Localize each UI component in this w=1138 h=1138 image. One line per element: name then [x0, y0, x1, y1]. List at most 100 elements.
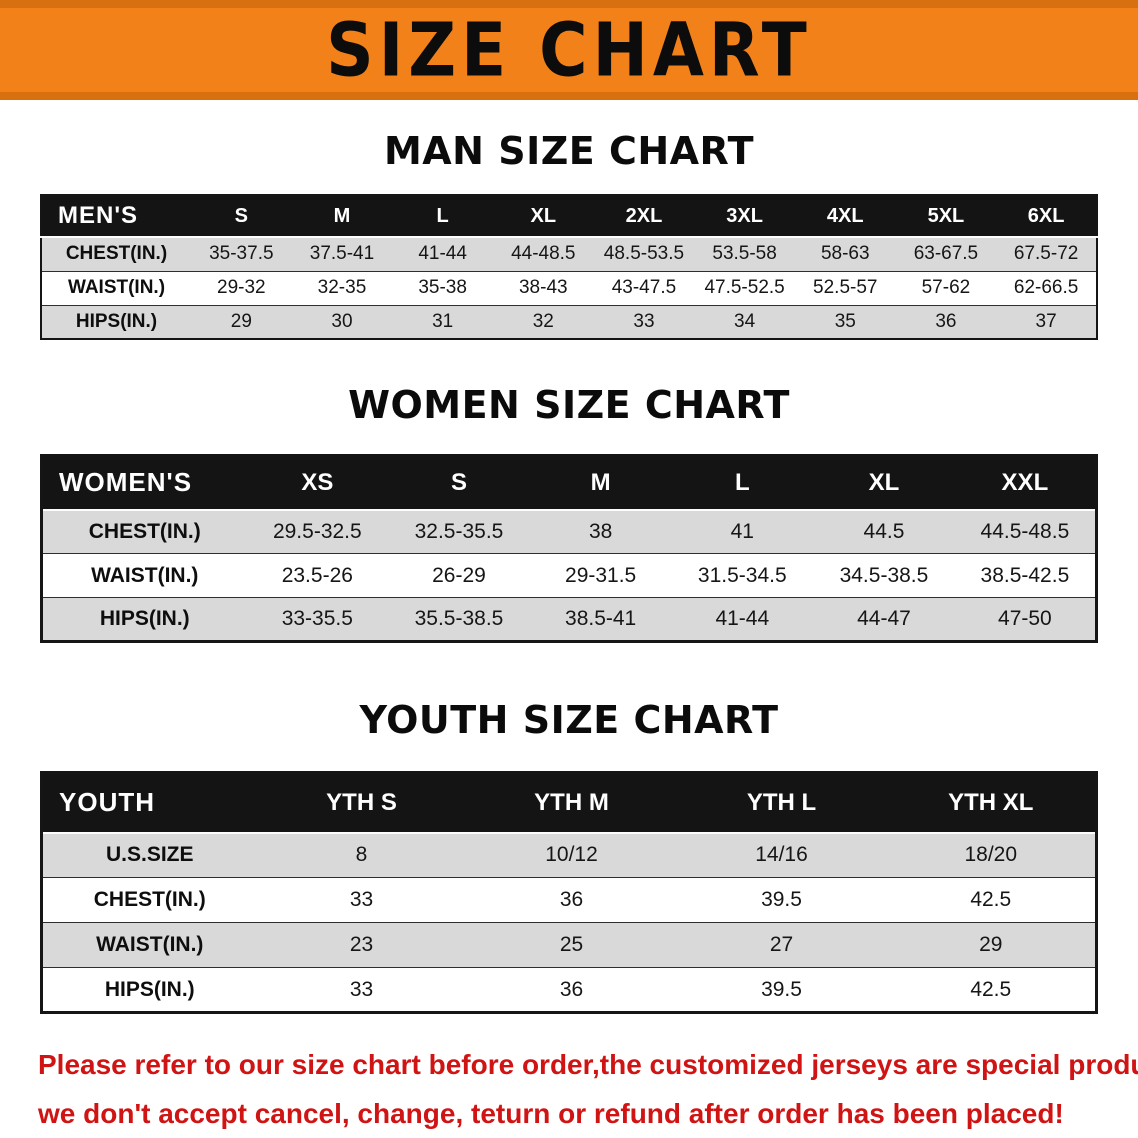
- size-value-cell: 35-38: [418, 277, 467, 298]
- size-value-cell: 29.5-32.5: [272, 519, 362, 543]
- size-value-cell: 32-35: [317, 277, 367, 298]
- size-column-header: 6XL: [996, 195, 1097, 238]
- size-column-header: M: [291, 195, 393, 238]
- size-value-cell: 33: [349, 888, 374, 911]
- size-value-cell: 41-44: [715, 607, 770, 630]
- measurement-row: WAIST(IN.) 23 25 27 29: [41, 922, 1097, 968]
- size-column-header: YTH L: [676, 772, 887, 834]
- size-value-cell: 18/20: [964, 843, 1018, 867]
- measurement-row: CHEST(IN.) 33 36 39.5 42.5: [41, 877, 1097, 923]
- size-column-header: YTH M: [466, 772, 677, 834]
- size-value-cell: 33: [349, 977, 374, 1001]
- size-value-cell: 29: [979, 933, 1003, 956]
- size-column-header: M: [529, 455, 672, 511]
- size-value-cell: 48.5-53.5: [603, 243, 685, 265]
- size-value-cell: 8: [355, 843, 368, 867]
- women-table-header-row: WOMEN'S XS S M L XL XXL: [41, 455, 1097, 511]
- men-table-header-row: MEN'S S M L XL 2XL 3XL 4XL 5XL 6XL: [41, 195, 1097, 238]
- table-corner-label: MEN'S: [41, 195, 191, 238]
- size-value-cell: 43-47.5: [611, 277, 677, 298]
- size-value-cell: 35: [834, 310, 856, 332]
- size-value-cell: 36: [559, 888, 584, 911]
- size-value-cell: 42.5: [970, 888, 1012, 911]
- size-value-cell: 53.5-58: [712, 243, 777, 265]
- size-value-cell: 57-62: [921, 277, 971, 298]
- size-value-cell: 23.5-26: [281, 563, 353, 587]
- measurement-row: CHEST(IN.) 35-37.5 37.5-41 41-44 44-48.5 48.5…: [41, 237, 1097, 271]
- disclaimer-line-1: Please refer to our size chart before or…: [38, 1049, 1138, 1080]
- measurement-row: WAIST(IN.) 23.5-26 26-29 29-31.5 31.5-34.5 34…: [41, 553, 1097, 598]
- size-value-cell: 44.5: [863, 519, 905, 543]
- table-corner-label: WOMEN'S: [41, 455, 247, 511]
- size-value-cell: 58-63: [820, 243, 870, 265]
- men-chart-heading: MAN SIZE CHART: [383, 129, 755, 173]
- size-value-cell: 27: [769, 933, 794, 956]
- size-value-cell: 31: [432, 310, 454, 332]
- row-label: CHEST(IN.): [65, 243, 168, 265]
- size-value-cell: 38.5-42.5: [980, 563, 1070, 587]
- size-value-cell: 35.5-38.5: [414, 607, 504, 630]
- size-value-cell: 37: [1035, 310, 1057, 332]
- measurement-row: WAIST(IN.) 29-32 32-35 35-38 38-43 43-47.5 47.…: [41, 271, 1097, 305]
- size-value-cell: 62-66.5: [1013, 277, 1079, 298]
- size-value-cell: 44.5-48.5: [980, 519, 1070, 543]
- size-value-cell: 41: [730, 519, 754, 543]
- size-value-cell: 67.5-72: [1013, 243, 1079, 265]
- measurement-row: HIPS(IN.) 33 36 39.5 42.5: [41, 967, 1097, 1013]
- row-label: HIPS(IN.): [104, 977, 195, 1001]
- size-value-cell: 34: [734, 310, 756, 332]
- row-label: HIPS(IN.): [99, 607, 190, 630]
- row-label: WAIST(IN.): [91, 563, 199, 587]
- men-size-table: MEN'S S M L XL 2XL 3XL 4XL 5XL 6XL CHEST(IN.) 35-3…: [40, 194, 1098, 340]
- youth-table-header-row: YOUTH YTH S YTH M YTH L YTH XL: [41, 772, 1097, 834]
- page-title: SIZE CHART: [326, 6, 812, 94]
- men-size-section: MAN SIZE CHART MEN'S S M L XL 2XL 3XL 4XL 5XL 6XL…: [0, 128, 1138, 340]
- men-table-body: CHEST(IN.) 35-37.5 37.5-41 41-44 44-48.5 48.5…: [41, 237, 1097, 339]
- size-value-cell: 23: [349, 933, 374, 956]
- size-value-cell: 44-48.5: [511, 243, 576, 265]
- size-value-cell: 39.5: [761, 888, 802, 911]
- size-value-cell: 29-32: [217, 277, 266, 298]
- women-chart-heading: WOMEN SIZE CHART: [348, 383, 790, 427]
- size-value-cell: 32: [532, 310, 554, 332]
- size-column-header: L: [671, 455, 814, 511]
- youth-size-table: YOUTH YTH S YTH M YTH L YTH XL U.S.SIZE 8 10/1…: [40, 771, 1098, 1014]
- size-value-cell: 33: [633, 310, 655, 332]
- size-value-cell: 36: [559, 977, 584, 1001]
- size-column-header: S: [388, 455, 530, 511]
- size-value-cell: 33-35.5: [281, 607, 353, 630]
- women-size-table: WOMEN'S XS S M L XL XXL CHEST(IN.) 29.5-32.5 32.…: [40, 454, 1098, 643]
- size-value-cell: 34.5-38.5: [839, 563, 929, 587]
- size-value-cell: 44-47: [857, 607, 911, 630]
- women-table-body: CHEST(IN.) 29.5-32.5 32.5-35.5 38 41 44.5 44.5…: [41, 509, 1097, 642]
- size-value-cell: 35-37.5: [209, 243, 274, 265]
- youth-size-section: YOUTH SIZE CHART YOUTH YTH S YTH M YTH L YTH…: [0, 697, 1138, 1014]
- size-value-cell: 36: [935, 310, 957, 332]
- size-column-header: XXL: [954, 455, 1097, 511]
- measurement-row: HIPS(IN.) 29 30 31 32 33 34 35 36 37: [41, 305, 1097, 339]
- size-column-header: YTH S: [256, 772, 467, 834]
- measurement-row: U.S.SIZE 8 10/12 14/16 18/20: [41, 832, 1097, 878]
- size-column-header: 3XL: [694, 195, 795, 238]
- measurement-row: CHEST(IN.) 29.5-32.5 32.5-35.5 38 41 44.5 44.5…: [41, 509, 1097, 554]
- size-value-cell: 25: [559, 933, 584, 956]
- disclaimer: Please refer to our size chart before or…: [38, 1040, 1138, 1138]
- size-value-cell: 41-44: [418, 243, 467, 265]
- size-column-header: 5XL: [895, 195, 997, 238]
- size-value-cell: 38-43: [518, 277, 568, 298]
- row-label: CHEST(IN.): [88, 519, 201, 543]
- size-value-cell: 47-50: [998, 607, 1052, 630]
- row-label: CHEST(IN.): [93, 888, 206, 911]
- title-banner: SIZE CHART: [0, 0, 1138, 100]
- size-value-cell: 29-31.5: [565, 563, 637, 587]
- size-column-header: 4XL: [794, 195, 896, 238]
- measurement-row: HIPS(IN.) 33-35.5 35.5-38.5 38.5-41 41-44 44-…: [41, 597, 1097, 642]
- size-value-cell: 47.5-52.5: [704, 277, 785, 298]
- youth-chart-heading: YOUTH SIZE CHART: [359, 698, 779, 742]
- size-column-header: XS: [246, 455, 389, 511]
- row-label: WAIST(IN.): [96, 933, 204, 956]
- size-value-cell: 63-67.5: [913, 243, 979, 265]
- row-label: U.S.SIZE: [105, 843, 194, 867]
- size-value-cell: 37.5-41: [309, 243, 375, 265]
